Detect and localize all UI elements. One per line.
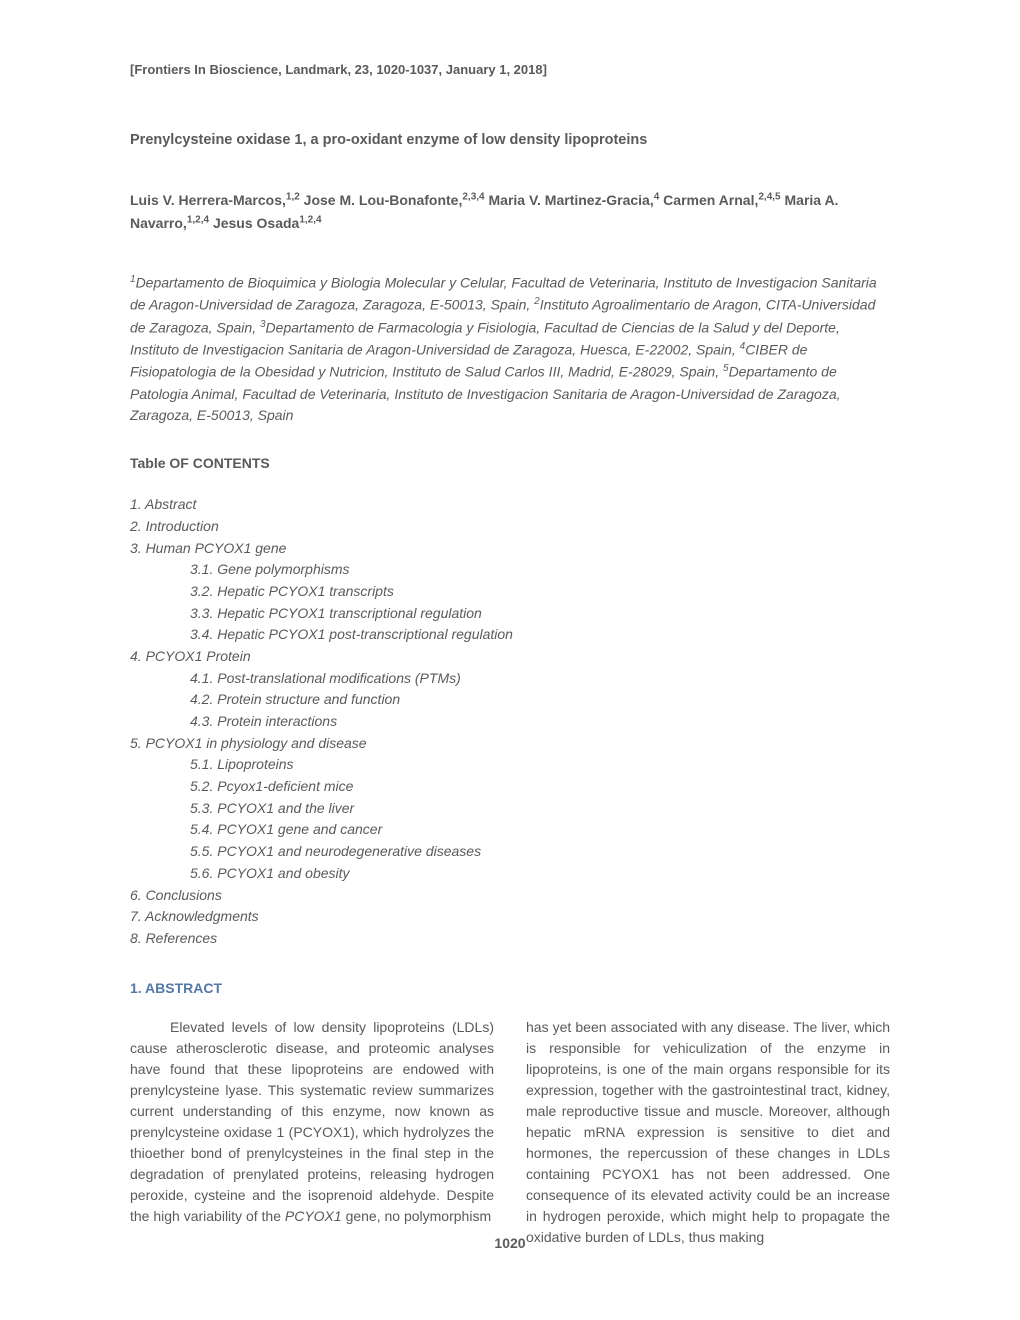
abstract-column-left: Elevated levels of low density lipoprote… bbox=[130, 1017, 494, 1248]
toc-item: 5. PCYOX1 in physiology and disease bbox=[130, 733, 890, 755]
abstract-header: 1. ABSTRACT bbox=[130, 978, 890, 999]
abstract-column-right: has yet been associated with any disease… bbox=[526, 1017, 890, 1248]
toc-item: 4.1. Post-translational modifications (P… bbox=[190, 668, 890, 690]
toc-item: 5.5. PCYOX1 and neurodegenerative diseas… bbox=[190, 841, 890, 863]
toc-item: 2. Introduction bbox=[130, 516, 890, 538]
page-number: 1020 bbox=[494, 1233, 525, 1254]
toc-item: 5.2. Pcyox1-deficient mice bbox=[190, 776, 890, 798]
toc-item: 5.4. PCYOX1 gene and cancer bbox=[190, 819, 890, 841]
toc-item: 8. References bbox=[130, 928, 890, 950]
toc-item: 6. Conclusions bbox=[130, 885, 890, 907]
abstract-body: Elevated levels of low density lipoprote… bbox=[130, 1017, 890, 1248]
toc-item: 5.1. Lipoproteins bbox=[190, 754, 890, 776]
paper-title: Prenylcysteine oxidase 1, a pro-oxidant … bbox=[130, 130, 890, 152]
toc-item: 5.3. PCYOX1 and the liver bbox=[190, 798, 890, 820]
toc-item: 4.2. Protein structure and function bbox=[190, 689, 890, 711]
authors-line: Luis V. Herrera-Marcos,1,2 Jose M. Lou-B… bbox=[130, 189, 890, 234]
toc-item: 3.2. Hepatic PCYOX1 transcripts bbox=[190, 581, 890, 603]
toc-item: 3.3. Hepatic PCYOX1 transcriptional regu… bbox=[190, 603, 890, 625]
toc-header: Table OF CONTENTS bbox=[130, 453, 890, 474]
toc-item: 4. PCYOX1 Protein bbox=[130, 646, 890, 668]
toc-item: 7. Acknowledgments bbox=[130, 906, 890, 928]
table-of-contents: 1. Abstract2. Introduction3. Human PCYOX… bbox=[130, 494, 890, 949]
toc-item: 4.3. Protein interactions bbox=[190, 711, 890, 733]
affiliations-block: 1Departamento de Bioquimica y Biologia M… bbox=[130, 272, 890, 427]
toc-item: 3.1. Gene polymorphisms bbox=[190, 559, 890, 581]
toc-item: 3.4. Hepatic PCYOX1 post-transcriptional… bbox=[190, 624, 890, 646]
toc-item: 3. Human PCYOX1 gene bbox=[130, 538, 890, 560]
journal-reference: [Frontiers In Bioscience, Landmark, 23, … bbox=[130, 60, 890, 80]
toc-item: 1. Abstract bbox=[130, 494, 890, 516]
toc-item: 5.6. PCYOX1 and obesity bbox=[190, 863, 890, 885]
